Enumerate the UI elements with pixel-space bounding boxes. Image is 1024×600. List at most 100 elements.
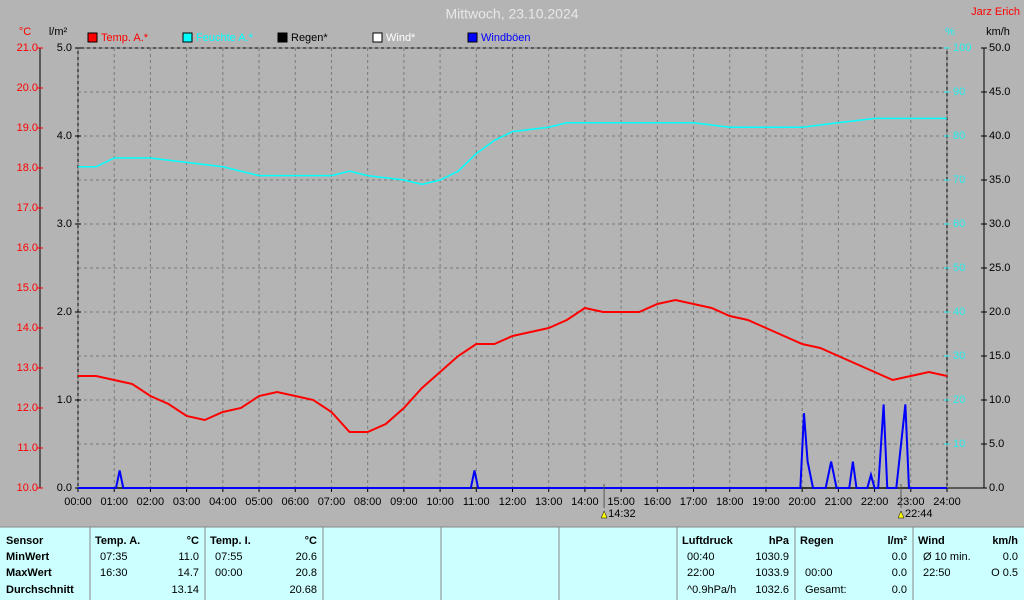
y-tick-label: 18.0 xyxy=(17,162,38,174)
x-tick-label: 20:00 xyxy=(788,496,816,508)
series-line xyxy=(78,298,948,433)
y-tick-label: 11.0 xyxy=(17,442,38,454)
cell-time: 07:55 xyxy=(215,551,243,563)
cell-time: 22:00 xyxy=(687,567,715,579)
cell-value: 0.0 xyxy=(892,584,907,596)
legend-swatch xyxy=(182,32,193,43)
x-tick-label: 02:00 xyxy=(137,496,165,508)
cell-time: Gesamt: xyxy=(805,584,847,596)
cell-value: 20.6 xyxy=(296,551,317,563)
legend-label: Temp. A.* xyxy=(101,32,149,44)
axis-label: °C xyxy=(19,26,31,38)
y-tick-label: 0.0 xyxy=(57,482,72,494)
x-tick-label: 19:00 xyxy=(752,496,780,508)
cell-time: 00:40 xyxy=(687,551,715,563)
series-line xyxy=(78,404,947,489)
section-unit: l/m² xyxy=(887,535,907,547)
y-tick-label: 45.0 xyxy=(989,86,1010,98)
cell-value: O 0.5 xyxy=(991,567,1018,579)
y-tick-label: 50.0 xyxy=(989,42,1010,54)
legend-label: Feuchte A.* xyxy=(196,32,254,44)
y-tick-label: 2.0 xyxy=(57,306,72,318)
legend-swatch xyxy=(467,32,478,43)
y-tick-label: 14.0 xyxy=(17,322,38,334)
legend-label: Windböen xyxy=(481,32,531,44)
x-tick-label: 11:00 xyxy=(463,496,490,508)
table-background xyxy=(0,527,1024,600)
cell-value: 20.8 xyxy=(296,567,317,579)
y-tick-label: 10.0 xyxy=(17,482,38,494)
section-unit: km/h xyxy=(992,535,1018,547)
cell-value: 1033.9 xyxy=(755,567,789,579)
y-tick-label: 25.0 xyxy=(989,262,1010,274)
y-tick-label: 90 xyxy=(953,86,965,98)
section-name: Wind xyxy=(918,535,945,547)
x-tick-label: 04:00 xyxy=(209,496,237,508)
y-tick-label: 5.0 xyxy=(989,438,1004,450)
x-tick-label: 08:00 xyxy=(354,496,382,508)
x-tick-label: 17:00 xyxy=(680,496,708,508)
y-tick-label: 0.0 xyxy=(989,482,1004,494)
x-tick-label: 12:00 xyxy=(499,496,527,508)
x-tick-label: 03:00 xyxy=(173,496,201,508)
section-unit: °C xyxy=(305,535,317,547)
y-tick-label: 4.0 xyxy=(57,130,72,142)
cell-value: 13.14 xyxy=(171,584,199,596)
legend-swatch xyxy=(372,32,383,43)
y-tick-label: 60 xyxy=(953,218,965,230)
table-header: Sensor xyxy=(6,535,44,547)
cell-value: 0.0 xyxy=(892,567,907,579)
x-tick-label: 24:00 xyxy=(933,496,961,508)
row-label: MaxWert xyxy=(6,567,52,579)
cell-value: 0.0 xyxy=(892,551,907,563)
cell-time: ^0.9hPa/h xyxy=(687,584,736,596)
series-line xyxy=(78,117,947,186)
x-tick-label: 05:00 xyxy=(245,496,273,508)
cell-value: 20.68 xyxy=(289,584,317,596)
cell-time: Ø 10 min. xyxy=(923,551,971,563)
y-tick-label: 100 xyxy=(953,42,971,54)
y-tick-label: 17.0 xyxy=(17,202,38,214)
x-tick-label: 01:00 xyxy=(100,496,128,508)
y-tick-label: 21.0 xyxy=(17,42,38,54)
y-tick-label: 12.0 xyxy=(17,402,38,414)
y-tick-label: 40.0 xyxy=(989,130,1010,142)
x-tick-label: 14:00 xyxy=(571,496,599,508)
x-tick-label: 06:00 xyxy=(281,496,309,508)
cell-time: 00:00 xyxy=(215,567,243,579)
x-tick-label: 09:00 xyxy=(390,496,418,508)
cell-time: 00:00 xyxy=(805,567,833,579)
x-tick-label: 22:00 xyxy=(861,496,889,508)
y-tick-label: 10 xyxy=(953,438,965,450)
y-tick-label: 50 xyxy=(953,262,965,274)
x-tick-label: 18:00 xyxy=(716,496,744,508)
x-tick-label: 07:00 xyxy=(318,496,346,508)
y-tick-label: 10.0 xyxy=(989,394,1010,406)
row-label: Durchschnitt xyxy=(6,584,74,596)
author: Jarz Erich xyxy=(971,6,1020,18)
y-tick-label: 20.0 xyxy=(17,82,38,94)
y-tick-label: 15.0 xyxy=(17,282,38,294)
cell-value: 14.7 xyxy=(178,567,199,579)
legend-label: Regen* xyxy=(291,32,328,44)
section-name: Regen xyxy=(800,535,834,547)
x-tick-label: 00:00 xyxy=(64,496,92,508)
legend-swatch xyxy=(87,32,98,43)
y-tick-label: 70 xyxy=(953,174,965,186)
x-tick-label: 10:00 xyxy=(426,496,454,508)
x-tick-label: 16:00 xyxy=(644,496,672,508)
axis-label: % xyxy=(945,26,955,38)
cell-time: 22:50 xyxy=(923,567,951,579)
row-label: MinWert xyxy=(6,551,50,563)
annotation-icon xyxy=(600,510,608,519)
section-name: Temp. I. xyxy=(210,535,251,547)
cell-value: 1030.9 xyxy=(755,551,789,563)
y-tick-label: 15.0 xyxy=(989,350,1010,362)
annotation-label: 14:32 xyxy=(608,508,636,520)
y-tick-label: 13.0 xyxy=(17,362,38,374)
y-tick-label: 5.0 xyxy=(57,42,72,54)
y-tick-label: 19.0 xyxy=(17,122,38,134)
y-tick-label: 40 xyxy=(953,306,965,318)
cell-value: 11.0 xyxy=(178,551,199,563)
